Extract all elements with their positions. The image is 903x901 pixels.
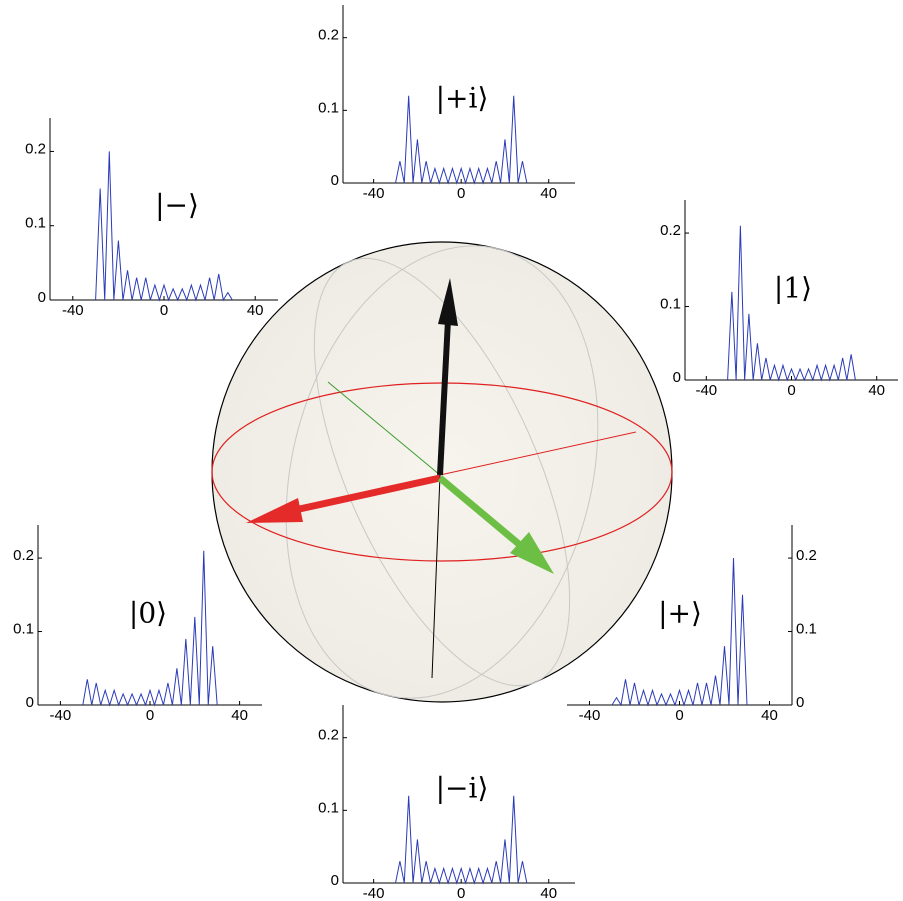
x-tick-label: 40 [868,382,885,399]
y-tick-label: 0.1 [660,295,681,312]
x-tick-label: -40 [363,885,385,901]
data-line [727,225,856,382]
plot: 0 0.1 0.2 -40 0 40 |+⟩ [567,525,817,724]
x-tick-label: 0 [787,382,795,399]
y-tick-label: 0.2 [25,140,46,157]
x-tick-label: 0 [675,707,683,724]
y-tick-label: 0.2 [318,27,339,44]
state-label: |+⟩ [658,597,702,630]
plot: 0 0.1 0.2 -40 0 40 |1⟩ [660,200,898,399]
y-tick-label: 0.1 [13,620,34,637]
data-line [95,151,233,302]
x-tick-label: 40 [247,302,264,319]
x-tick-label: 0 [457,885,465,901]
x-tick-label: -40 [363,185,385,202]
state-label: |−i⟩ [436,772,489,805]
arrow-head [510,532,554,574]
x-tick-label: -40 [579,707,601,724]
y-tick-label: 0 [331,172,339,189]
y-tick-label: 0.1 [796,620,817,637]
y-tick-label: 0.1 [318,99,339,116]
x-tick-label: 0 [160,302,168,319]
y-axis-line [327,381,441,476]
arrow-z [437,319,451,476]
x-tick-label: 0 [146,707,154,724]
plot: 0 0.1 0.2 -40 0 40 |+i⟩ [318,5,575,202]
meridian [285,245,599,699]
state-label: |1⟩ [774,272,812,305]
x-tick-label: -40 [50,707,72,724]
plot: 0 0.1 0.2 -40 0 40 |−i⟩ [318,705,575,901]
arrow-head [438,278,458,326]
bloch-sphere [211,241,673,703]
y-tick-label: 0 [38,289,46,306]
state-label: |0⟩ [129,597,167,630]
state-label: |−⟩ [155,189,199,222]
y-tick-label: 0.2 [660,222,681,239]
arrow-x [294,474,441,514]
plot: 0 0.1 0.2 -40 0 40 |−⟩ [25,118,278,319]
x-axis-line [439,431,637,476]
x-tick-label: -40 [695,382,717,399]
y-tick-label: 0.2 [318,727,339,744]
y-tick-label: 0.2 [13,547,34,564]
y-tick-label: 0 [673,369,681,386]
z-axis-line [431,474,441,679]
data-line [82,550,218,707]
x-tick-label: 40 [231,707,248,724]
x-tick-label: 40 [540,885,557,901]
y-tick-label: 0.1 [318,799,339,816]
state-label: |+i⟩ [436,82,489,115]
x-tick-label: 40 [540,185,557,202]
y-tick-label: 0 [796,694,804,711]
x-tick-label: -40 [62,302,84,319]
arrow-y [437,475,523,548]
arrow-head [246,498,303,523]
y-tick-label: 0.2 [796,547,817,564]
y-tick-label: 0 [331,872,339,889]
data-line [611,558,748,707]
x-tick-label: 0 [457,185,465,202]
data-line [395,95,528,185]
y-tick-label: 0 [26,694,34,711]
data-line [395,795,528,885]
meridian [313,257,571,687]
x-tick-label: 40 [761,707,778,724]
plot: 0 0.1 0.2 -40 0 40 |0⟩ [13,525,262,724]
y-tick-label: 0.1 [25,215,46,232]
